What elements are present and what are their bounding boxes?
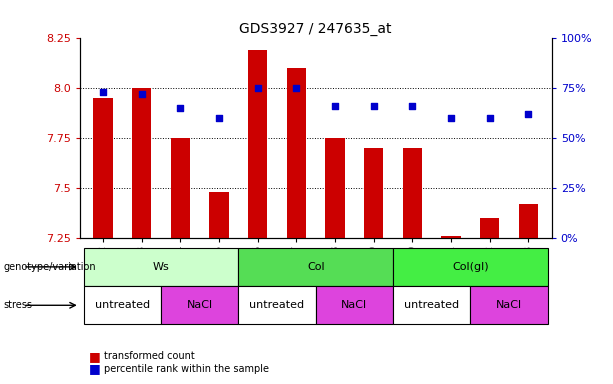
Point bbox=[524, 111, 533, 118]
Bar bbox=[287, 68, 306, 238]
Text: ■: ■ bbox=[89, 362, 101, 375]
Text: Ws: Ws bbox=[153, 262, 169, 272]
Bar bbox=[393, 286, 470, 324]
Bar bbox=[441, 236, 461, 238]
Bar bbox=[403, 148, 422, 238]
Point bbox=[330, 103, 340, 109]
Text: Col: Col bbox=[307, 262, 324, 272]
Point bbox=[253, 85, 262, 91]
Text: genotype/variation: genotype/variation bbox=[3, 262, 96, 272]
Text: NaCl: NaCl bbox=[186, 300, 213, 310]
Bar bbox=[316, 286, 393, 324]
Bar bbox=[83, 286, 161, 324]
Text: percentile rank within the sample: percentile rank within the sample bbox=[104, 364, 269, 374]
Bar bbox=[480, 218, 500, 238]
Point bbox=[369, 103, 379, 109]
Point bbox=[446, 115, 456, 121]
Bar bbox=[393, 248, 548, 286]
Text: NaCl: NaCl bbox=[341, 300, 367, 310]
Text: stress: stress bbox=[3, 300, 32, 310]
Point bbox=[485, 115, 495, 121]
Bar bbox=[161, 286, 238, 324]
Bar bbox=[238, 248, 393, 286]
Text: ■: ■ bbox=[89, 350, 101, 363]
Point bbox=[175, 105, 185, 111]
Text: untreated: untreated bbox=[94, 300, 150, 310]
Point bbox=[291, 85, 301, 91]
Bar bbox=[209, 192, 229, 238]
Text: NaCl: NaCl bbox=[496, 300, 522, 310]
Bar bbox=[93, 98, 113, 238]
Point bbox=[214, 115, 224, 121]
Point bbox=[137, 91, 147, 98]
Bar bbox=[132, 88, 151, 238]
Text: transformed count: transformed count bbox=[104, 351, 195, 361]
Bar bbox=[170, 138, 190, 238]
Title: GDS3927 / 247635_at: GDS3927 / 247635_at bbox=[240, 22, 392, 36]
Bar bbox=[83, 248, 238, 286]
Bar bbox=[470, 286, 548, 324]
Text: untreated: untreated bbox=[404, 300, 459, 310]
Bar bbox=[519, 204, 538, 238]
Bar bbox=[238, 286, 316, 324]
Text: untreated: untreated bbox=[249, 300, 305, 310]
Bar bbox=[248, 50, 267, 238]
Point bbox=[408, 103, 417, 109]
Point bbox=[98, 89, 108, 95]
Bar bbox=[364, 148, 383, 238]
Bar bbox=[326, 138, 345, 238]
Text: Col(gl): Col(gl) bbox=[452, 262, 489, 272]
